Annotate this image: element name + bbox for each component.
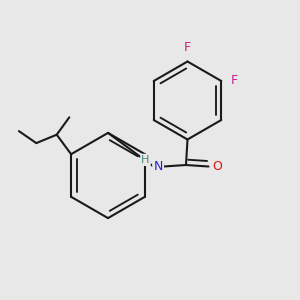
Text: N: N [153,160,163,173]
Text: F: F [231,74,238,88]
Text: F: F [184,41,191,55]
Text: O: O [213,160,222,173]
Text: H: H [141,155,150,165]
